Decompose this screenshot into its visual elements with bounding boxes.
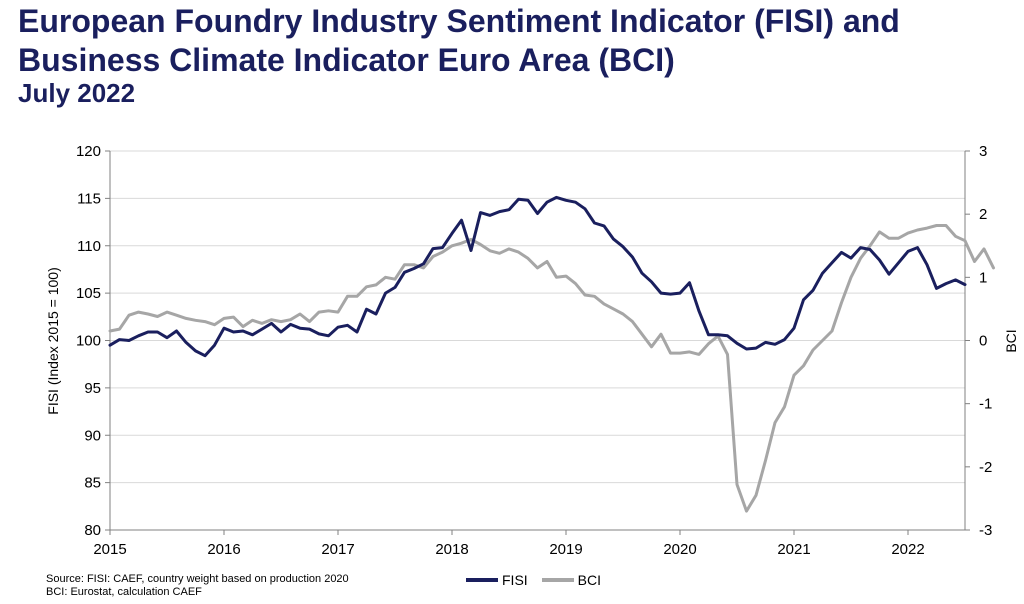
x-tick-label-2021: 2021 [777, 541, 810, 558]
left-tick-label-95: 95 [84, 380, 101, 397]
x-tick-label-2019: 2019 [549, 541, 582, 558]
x-tick-label-2020: 2020 [663, 541, 696, 558]
left-tick-label-105: 105 [76, 285, 101, 302]
source-line-2: BCI: Eurostat, calculation CAEF [46, 586, 202, 598]
left-tick-label-80: 80 [84, 522, 101, 539]
legend-item-bci: BCI [541, 572, 602, 588]
series-line-bci [108, 224, 995, 513]
legend-item-fisi: FISI [466, 572, 528, 588]
tick-labels: 80 85 90 95 100 105 110 115 120 -3 -2 -1 0 1 2 3 2015 201… [76, 143, 992, 558]
left-tick-label-120: 120 [76, 143, 101, 160]
source-line-1: Source: FISI: CAEF, country weight based… [46, 573, 349, 585]
x-tick-label-2015: 2015 [93, 541, 126, 558]
legend-label-fisi: FISI [502, 572, 528, 588]
right-tick-label-1: 1 [979, 269, 987, 286]
legend-label-bci: BCI [577, 572, 602, 588]
left-tick-label-115: 115 [77, 190, 101, 207]
right-y-axis-label: BCI [1003, 329, 1019, 352]
x-tick-label-2018: 2018 [435, 541, 468, 558]
right-tick-label--2: -2 [979, 459, 992, 476]
x-tick-label-2016: 2016 [207, 541, 240, 558]
left-tick-label-100: 100 [76, 333, 101, 350]
chart-title: European Foundry Industry Sentiment Indi… [18, 2, 900, 80]
right-tick-label-3: 3 [979, 143, 987, 160]
legend-swatch-fisi [466, 578, 498, 582]
chart-subtitle: July 2022 [18, 78, 136, 108]
left-tick-label-85: 85 [84, 475, 101, 492]
left-tick-label-110: 110 [77, 238, 101, 255]
series-line-fisi [108, 195, 967, 358]
x-tick-label-2017: 2017 [321, 541, 354, 558]
source-note: Source: FISI: CAEF, country weight based… [46, 573, 349, 599]
right-tick-label--3: -3 [979, 522, 992, 539]
left-y-axis-label: FISI (Index 2015 = 100) [45, 267, 61, 414]
right-tick-label--1: -1 [979, 396, 992, 413]
legend-swatch-bci [541, 578, 574, 582]
x-tick-label-2022: 2022 [891, 541, 924, 558]
series [108, 195, 995, 513]
legend: FISI BCI [466, 572, 615, 588]
right-tick-label-2: 2 [979, 206, 987, 223]
left-tick-label-90: 90 [84, 427, 101, 444]
right-tick-label-0: 0 [979, 333, 987, 350]
tick-marks [105, 150, 970, 535]
title-line-1: European Foundry Industry Sentiment Indi… [18, 3, 900, 39]
title-line-2: Business Climate Indicator Euro Area (BC… [18, 42, 675, 78]
